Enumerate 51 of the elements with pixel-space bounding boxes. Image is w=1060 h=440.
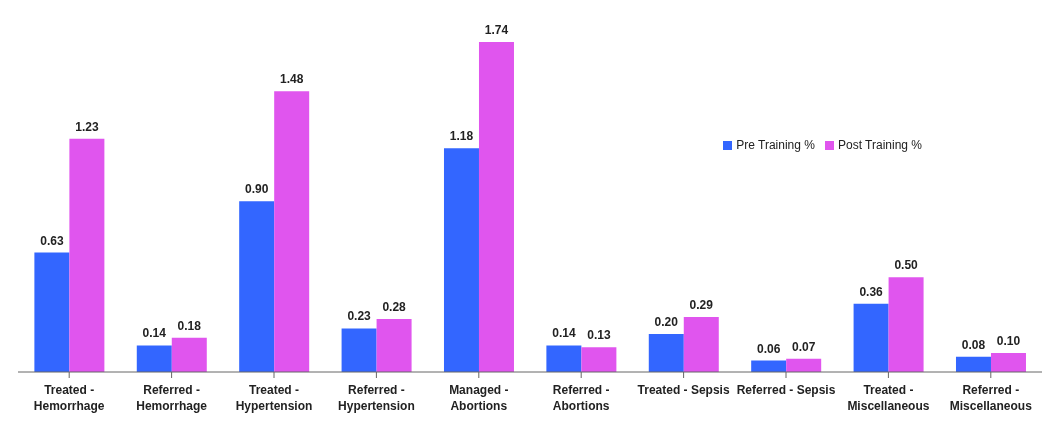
bar xyxy=(853,303,889,372)
data-label: 1.48 xyxy=(280,72,304,87)
data-label: 0.90 xyxy=(245,182,269,197)
data-label: 0.13 xyxy=(587,328,611,343)
data-label: 1.23 xyxy=(75,119,99,134)
bar xyxy=(274,91,310,372)
x-tick-label: Treated - Hypertension xyxy=(235,383,313,413)
bar xyxy=(341,328,377,372)
x-tick-label: Treated - Miscellaneous xyxy=(847,383,930,413)
bar xyxy=(888,277,924,372)
bar xyxy=(546,345,582,372)
bar xyxy=(581,347,617,372)
x-tick-label: Referred - Sepsis xyxy=(736,383,836,397)
bar xyxy=(136,345,172,372)
data-label: 0.20 xyxy=(654,315,679,330)
data-label: 1.18 xyxy=(449,129,474,144)
data-label: 0.28 xyxy=(382,299,407,314)
bar xyxy=(786,358,822,372)
data-label: 0.10 xyxy=(996,334,1021,349)
x-tick-label: Managed - Abortions xyxy=(449,383,509,413)
data-label: 0.18 xyxy=(177,318,202,333)
legend-label: Post Training % xyxy=(837,138,922,152)
x-tick-label: Treated - Hemorrhage xyxy=(33,383,105,413)
data-label: 0.08 xyxy=(961,337,986,352)
bar xyxy=(990,353,1026,372)
data-label: 0.14 xyxy=(552,326,576,341)
data-label: 0.23 xyxy=(347,309,372,324)
data-label: 0.29 xyxy=(689,298,714,312)
x-tick-label: Referred - Abortions xyxy=(552,383,610,413)
x-tick-label: Referred - Miscellaneous xyxy=(949,383,1033,413)
bar xyxy=(683,317,719,372)
bar xyxy=(478,42,514,372)
data-label: 0.50 xyxy=(894,258,919,273)
x-tick-label: Referred - Hypertension xyxy=(338,383,415,413)
bar xyxy=(648,334,684,372)
bar xyxy=(239,201,275,372)
x-tick-label: Treated - Sepsis xyxy=(637,383,730,397)
bar xyxy=(69,138,105,372)
data-label: 0.06 xyxy=(757,341,781,356)
data-label: 0.36 xyxy=(859,284,884,299)
data-label: 1.74 xyxy=(484,23,509,37)
data-label: 0.14 xyxy=(142,326,167,341)
bar xyxy=(171,337,207,372)
legend-label: Pre Training % xyxy=(736,138,815,152)
data-label: 0.63 xyxy=(40,233,64,248)
bar xyxy=(376,318,412,372)
bar xyxy=(443,148,479,372)
bar xyxy=(34,252,70,372)
x-tick-label: Referred - Hemorrhage xyxy=(136,383,208,413)
data-label: 0.07 xyxy=(792,339,816,354)
bar xyxy=(955,356,991,372)
